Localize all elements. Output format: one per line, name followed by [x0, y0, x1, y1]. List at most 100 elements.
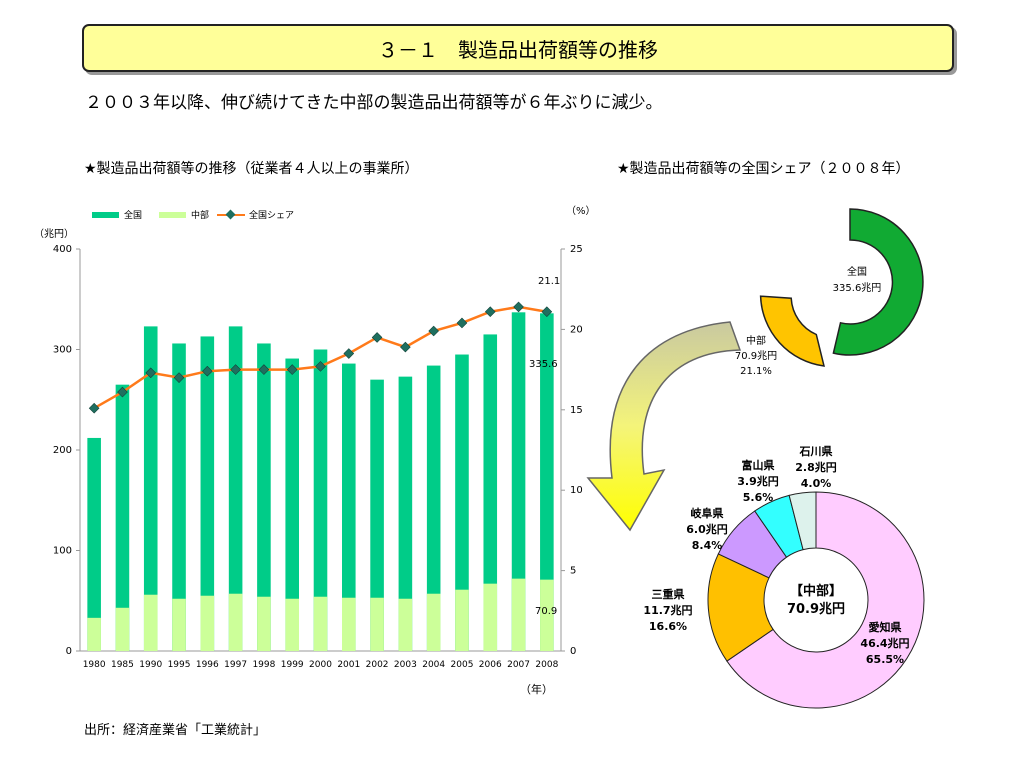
y2-tick-label: 5: [570, 566, 576, 577]
x-tick-label: 2008: [535, 660, 558, 670]
bar-national: [540, 313, 554, 651]
share-point: [145, 367, 157, 379]
annotation-share-2008: 21.1: [538, 276, 560, 287]
label-gifu-pct: 8.4%: [692, 539, 723, 552]
y2-tick-label: 20: [570, 324, 583, 335]
bar-chubu: [511, 578, 526, 651]
donut-slice-4: [788, 491, 817, 551]
y-tick-label: 100: [53, 546, 72, 557]
x-tick-label: 1997: [224, 660, 247, 670]
donut-chubu-slice: [759, 295, 825, 367]
bar-national: [87, 437, 101, 651]
bar-national: [455, 354, 469, 651]
donut-center-label: 【中部】: [790, 583, 842, 599]
curved-arrow: [586, 321, 742, 532]
legend-swatch-national: [92, 212, 119, 218]
x-tick-label: 1998: [252, 660, 275, 670]
share-point: [343, 348, 355, 359]
chubu-prefecture-donut: [707, 491, 925, 709]
bar-chubu: [143, 594, 158, 651]
legend-label-share: 全国シェア: [249, 209, 294, 221]
bar-chart-frame: [76, 199, 568, 691]
x-tick-label: 1995: [168, 660, 191, 670]
x-tick-label: 1996: [196, 660, 219, 670]
bar-national: [257, 343, 271, 651]
bar-chubu: [313, 596, 328, 651]
share-point: [541, 306, 553, 318]
label-aichi-pct: 65.5%: [866, 653, 904, 666]
bar-chubu: [200, 595, 215, 651]
bar-national: [172, 343, 186, 651]
label-mie-pct: 16.6%: [649, 620, 687, 633]
donut-slice-0: [726, 491, 925, 709]
bar-chubu: [370, 597, 384, 651]
legend-label-national: 全国: [124, 209, 142, 221]
label-aichi-name: 愛知県: [869, 620, 902, 634]
bar-chubu: [172, 598, 186, 651]
share-point: [88, 402, 100, 414]
label-toyama-value: 3.9兆円: [737, 474, 779, 488]
y-tick-label: 400: [53, 244, 72, 255]
y-tick-label: 200: [53, 445, 72, 456]
bar-chubu: [455, 589, 469, 651]
x-tick-label: 2001: [337, 660, 360, 670]
x-tick-label: 2004: [422, 660, 445, 670]
label-gifu-name: 岐阜県: [691, 506, 724, 520]
donut-chubu-share: 21.1%: [740, 366, 772, 377]
donut-national-name: 全国: [847, 265, 867, 278]
label-toyama-pct: 5.6%: [743, 491, 774, 504]
bar-national: [228, 326, 243, 651]
legend-label-chubu: 中部: [191, 209, 209, 221]
bar-chubu: [540, 579, 554, 651]
x-tick-label: 1999: [281, 660, 304, 670]
label-toyama-name: 富山県: [742, 458, 775, 472]
donut-chubu-name: 中部: [746, 334, 766, 347]
x-tick-label: 2002: [366, 660, 389, 670]
share-point: [513, 301, 524, 313]
x-tick-label: 2003: [394, 660, 417, 670]
left-unit-label: （兆円）: [34, 228, 74, 240]
page-title-box: ３－１ 製造品出荷額等の推移: [82, 24, 954, 72]
share-point: [428, 325, 439, 337]
bar-chubu: [342, 597, 356, 651]
x-tick-label: 2007: [507, 660, 530, 670]
y2-tick-label: 25: [570, 244, 583, 255]
donut-national-value: 335.6兆円: [833, 282, 882, 294]
label-aichi-value: 46.4兆円: [860, 636, 909, 650]
bar-national: [143, 326, 158, 651]
share-point: [230, 364, 241, 375]
bar-national: [398, 376, 413, 651]
x-tick-label: 2000: [309, 660, 332, 670]
x-unit-label: （年）: [520, 682, 553, 696]
share-point: [371, 332, 383, 343]
bar-chubu: [87, 617, 101, 651]
label-ishikawa-value: 2.8兆円: [795, 460, 837, 474]
bar-national: [426, 365, 441, 651]
bar-chubu: [228, 593, 243, 651]
annotation-national-2008: 335.6: [529, 359, 558, 370]
label-mie-name: 三重県: [652, 587, 685, 601]
bar-national: [342, 363, 356, 651]
x-tick-label: 1985: [111, 660, 134, 670]
share-point: [315, 361, 326, 372]
legend-swatch-chubu: [159, 212, 186, 218]
share-point: [400, 341, 411, 353]
bar-national: [200, 336, 215, 651]
bar-national: [285, 358, 299, 651]
label-ishikawa-name: 石川県: [799, 445, 833, 458]
right-unit-label: （%）: [566, 205, 596, 217]
right-chart-heading: ★製造品出荷額等の全国シェア（２００８年）: [617, 161, 910, 177]
source-note: 出所：経済産業省「工業統計」: [84, 723, 267, 738]
bar-chubu: [115, 607, 130, 651]
label-ishikawa-pct: 4.0%: [801, 477, 832, 490]
bar-chubu: [257, 596, 271, 651]
donut-chubu-value: 70.9兆円: [735, 350, 777, 362]
bar-chubu: [285, 598, 299, 651]
share-point: [286, 364, 298, 375]
x-tick-label: 1990: [139, 660, 162, 670]
share-point: [202, 365, 213, 377]
y2-tick-label: 0: [570, 646, 576, 657]
bar-national: [370, 379, 384, 651]
bar-chubu: [398, 598, 413, 651]
